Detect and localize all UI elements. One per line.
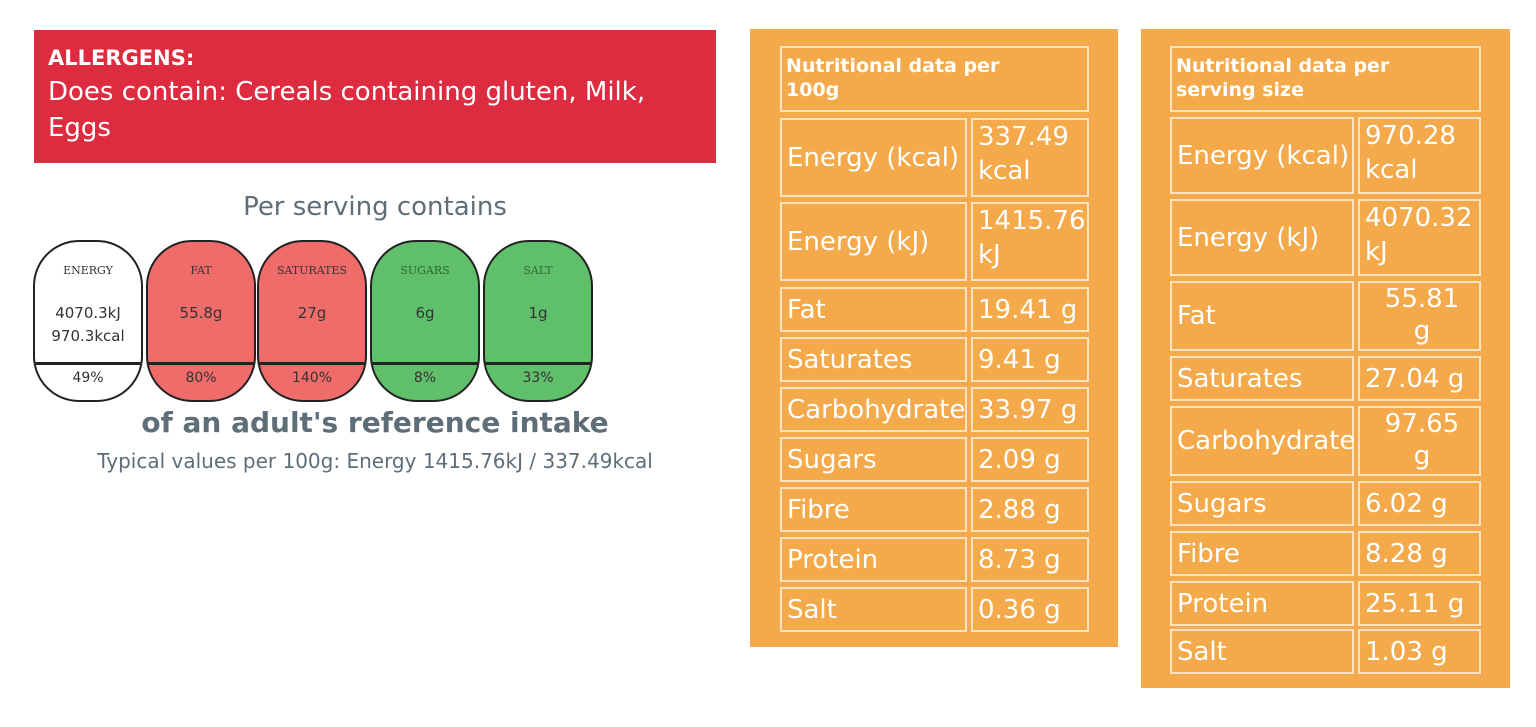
row-value: 27.04 g: [1358, 356, 1481, 401]
pill-salt: SALT 1g 33%: [483, 240, 593, 402]
pill-sugars: SUGARS 6g 8%: [370, 240, 480, 402]
row-value: 8.73 g: [971, 537, 1089, 582]
pill-amount: 27g: [259, 302, 365, 325]
row-value: 2.09 g: [971, 437, 1089, 482]
pill-percent: 80%: [185, 370, 217, 386]
pill-percent: 49%: [72, 370, 104, 386]
pill-label: SUGARS: [400, 264, 450, 277]
pill-fat: FAT 55.8g 80%: [146, 240, 256, 402]
table-header: Nutritional data per 100g: [780, 46, 1089, 112]
allergen-line-1: Does contain: Cereals containing gluten,…: [48, 77, 646, 107]
row-name: Saturates: [780, 337, 967, 382]
allergen-title: ALLERGENS:: [48, 46, 195, 70]
pill-amount-line1: 55.8g: [179, 304, 223, 322]
pill-energy: ENERGY 4070.3kJ 970.3kcal 49%: [33, 240, 143, 402]
row-value: 97.65 g: [1358, 406, 1481, 476]
per-serving-heading: Per serving contains: [243, 192, 507, 222]
row-value: 970.28 kcal: [1358, 117, 1481, 194]
row-value-line2: g: [1413, 316, 1431, 346]
row-value: 33.97 g: [971, 387, 1089, 432]
pill-label: SATURATES: [276, 264, 347, 277]
pill-amount-line1: 1g: [528, 304, 548, 322]
pill-amount-line1: 4070.3kJ: [55, 304, 121, 322]
row-name: Energy (kJ): [1170, 199, 1354, 276]
table-header-line1: Nutritional data per: [786, 55, 1000, 77]
table-header-line2: serving size: [1176, 79, 1304, 101]
row-name: Fibre: [780, 487, 967, 532]
pill-divider: [35, 362, 141, 365]
row-name: Fibre: [1170, 531, 1354, 576]
pill-percent: 8%: [413, 370, 437, 386]
row-value: 2.88 g: [971, 487, 1089, 532]
row-name: Fat: [1170, 281, 1354, 351]
row-value: 25.11 g: [1358, 581, 1481, 626]
row-value-line1: 970.28: [1365, 121, 1456, 151]
row-name: Salt: [780, 587, 967, 632]
row-name: Sugars: [780, 437, 967, 482]
row-name: Fat: [780, 287, 967, 332]
pill-amount-line1: 6g: [415, 304, 435, 322]
row-value: 4070.32 kJ: [1358, 199, 1481, 276]
row-value-line2: kJ: [1365, 237, 1388, 267]
allergen-line-2: Eggs: [48, 113, 111, 143]
row-name: Energy (kJ): [780, 202, 967, 281]
row-name: Energy (kcal): [1170, 117, 1354, 194]
row-value-line1: 97.65: [1384, 409, 1460, 439]
row-name: Protein: [780, 537, 967, 582]
pill-saturates: SATURATES 27g 140%: [257, 240, 367, 402]
pill-amount-line2: 970.3kcal: [51, 327, 125, 345]
row-name: Energy (kcal): [780, 118, 967, 197]
row-value-line1: 1415.76: [978, 206, 1086, 236]
row-name: Salt: [1170, 629, 1354, 674]
row-value-line2: kcal: [978, 156, 1031, 186]
traffic-light-label: ENERGY 4070.3kJ 970.3kcal 49% FAT 55.8g …: [30, 240, 600, 408]
row-value: 1415.76 kJ: [971, 202, 1089, 281]
row-value: 1.03 g: [1358, 629, 1481, 674]
pill-amount: 4070.3kJ 970.3kcal: [35, 302, 141, 348]
row-value-line2: g: [1413, 441, 1431, 471]
row-name: Carbohydrate: [780, 387, 967, 432]
pill-label: FAT: [190, 264, 212, 277]
row-value-line2: kJ: [978, 240, 1001, 270]
row-name: Saturates: [1170, 356, 1354, 401]
nutrition-table-serving: Nutritional data per serving size Energy…: [1141, 29, 1510, 688]
pill-label: ENERGY: [63, 264, 113, 277]
row-value: 8.28 g: [1358, 531, 1481, 576]
pill-amount-line1: 27g: [297, 304, 327, 322]
table-header-line2: 100g: [786, 79, 840, 101]
pill-amount: 1g: [485, 302, 591, 325]
pill-percent: 140%: [291, 370, 333, 386]
pill-divider: [148, 362, 254, 365]
nutrition-table-100g: Nutritional data per 100g Energy (kcal) …: [750, 29, 1118, 647]
row-name: Carbohydrate: [1170, 406, 1355, 476]
pill-percent: 33%: [522, 370, 554, 386]
row-value: 337.49 kcal: [971, 118, 1089, 197]
allergen-banner: ALLERGENS: Does contain: Cereals contain…: [34, 30, 716, 163]
row-name: Sugars: [1170, 481, 1354, 526]
row-value: 55.81 g: [1358, 281, 1481, 351]
pill-divider: [372, 362, 478, 365]
row-value: 6.02 g: [1358, 481, 1481, 526]
typical-values-text: Typical values per 100g: Energy 1415.76k…: [97, 449, 653, 473]
row-value-line1: 4070.32: [1365, 203, 1473, 233]
pill-amount: 55.8g: [148, 302, 254, 325]
pill-divider: [485, 362, 591, 365]
row-value: 9.41 g: [971, 337, 1089, 382]
pill-divider: [259, 362, 365, 365]
reference-intake-text: of an adult's reference intake: [141, 406, 609, 439]
table-header-line1: Nutritional data per: [1176, 55, 1390, 77]
row-name: Protein: [1170, 581, 1354, 626]
row-value-line1: 337.49: [978, 122, 1069, 152]
row-value-line1: 55.81: [1384, 284, 1460, 314]
row-value: 19.41 g: [971, 287, 1089, 332]
pill-label: SALT: [523, 264, 553, 277]
row-value-line2: kcal: [1365, 155, 1418, 185]
pill-amount: 6g: [372, 302, 478, 325]
table-header: Nutritional data per serving size: [1170, 46, 1481, 112]
row-value: 0.36 g: [971, 587, 1089, 632]
